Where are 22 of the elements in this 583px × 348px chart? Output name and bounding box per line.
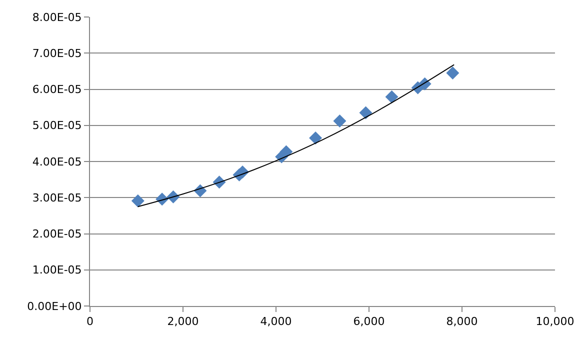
point	[385, 90, 398, 104]
y-tick-label: 8.00E-05	[32, 10, 82, 24]
point	[446, 66, 460, 80]
point	[333, 114, 346, 128]
x-tick-label: 10,000	[536, 315, 574, 328]
point	[359, 106, 372, 120]
x-tick-label: 0	[86, 315, 94, 328]
x-tick-label: 8,000	[446, 315, 478, 328]
y-tick-label: 5.00E-05	[32, 119, 82, 132]
y-tick-label: 3.00E-05	[32, 191, 82, 204]
x-tick-label: 6,000	[353, 315, 385, 328]
y-tick-label: 2.00E-05	[32, 228, 82, 241]
y-tick-label: 4.00E-05	[32, 155, 82, 168]
y-tick-label: 7.00E-05	[32, 46, 82, 60]
y-tick-label: 0.00E+00	[27, 300, 82, 313]
point	[280, 145, 293, 158]
y-tick-label: 6.00E-05	[32, 83, 82, 96]
point	[309, 132, 322, 145]
x-tick-label: 4,000	[260, 315, 292, 328]
x-tick-label: 2,000	[167, 315, 199, 328]
y-tick-label: 1.00E-05	[32, 264, 82, 277]
point	[131, 194, 144, 208]
